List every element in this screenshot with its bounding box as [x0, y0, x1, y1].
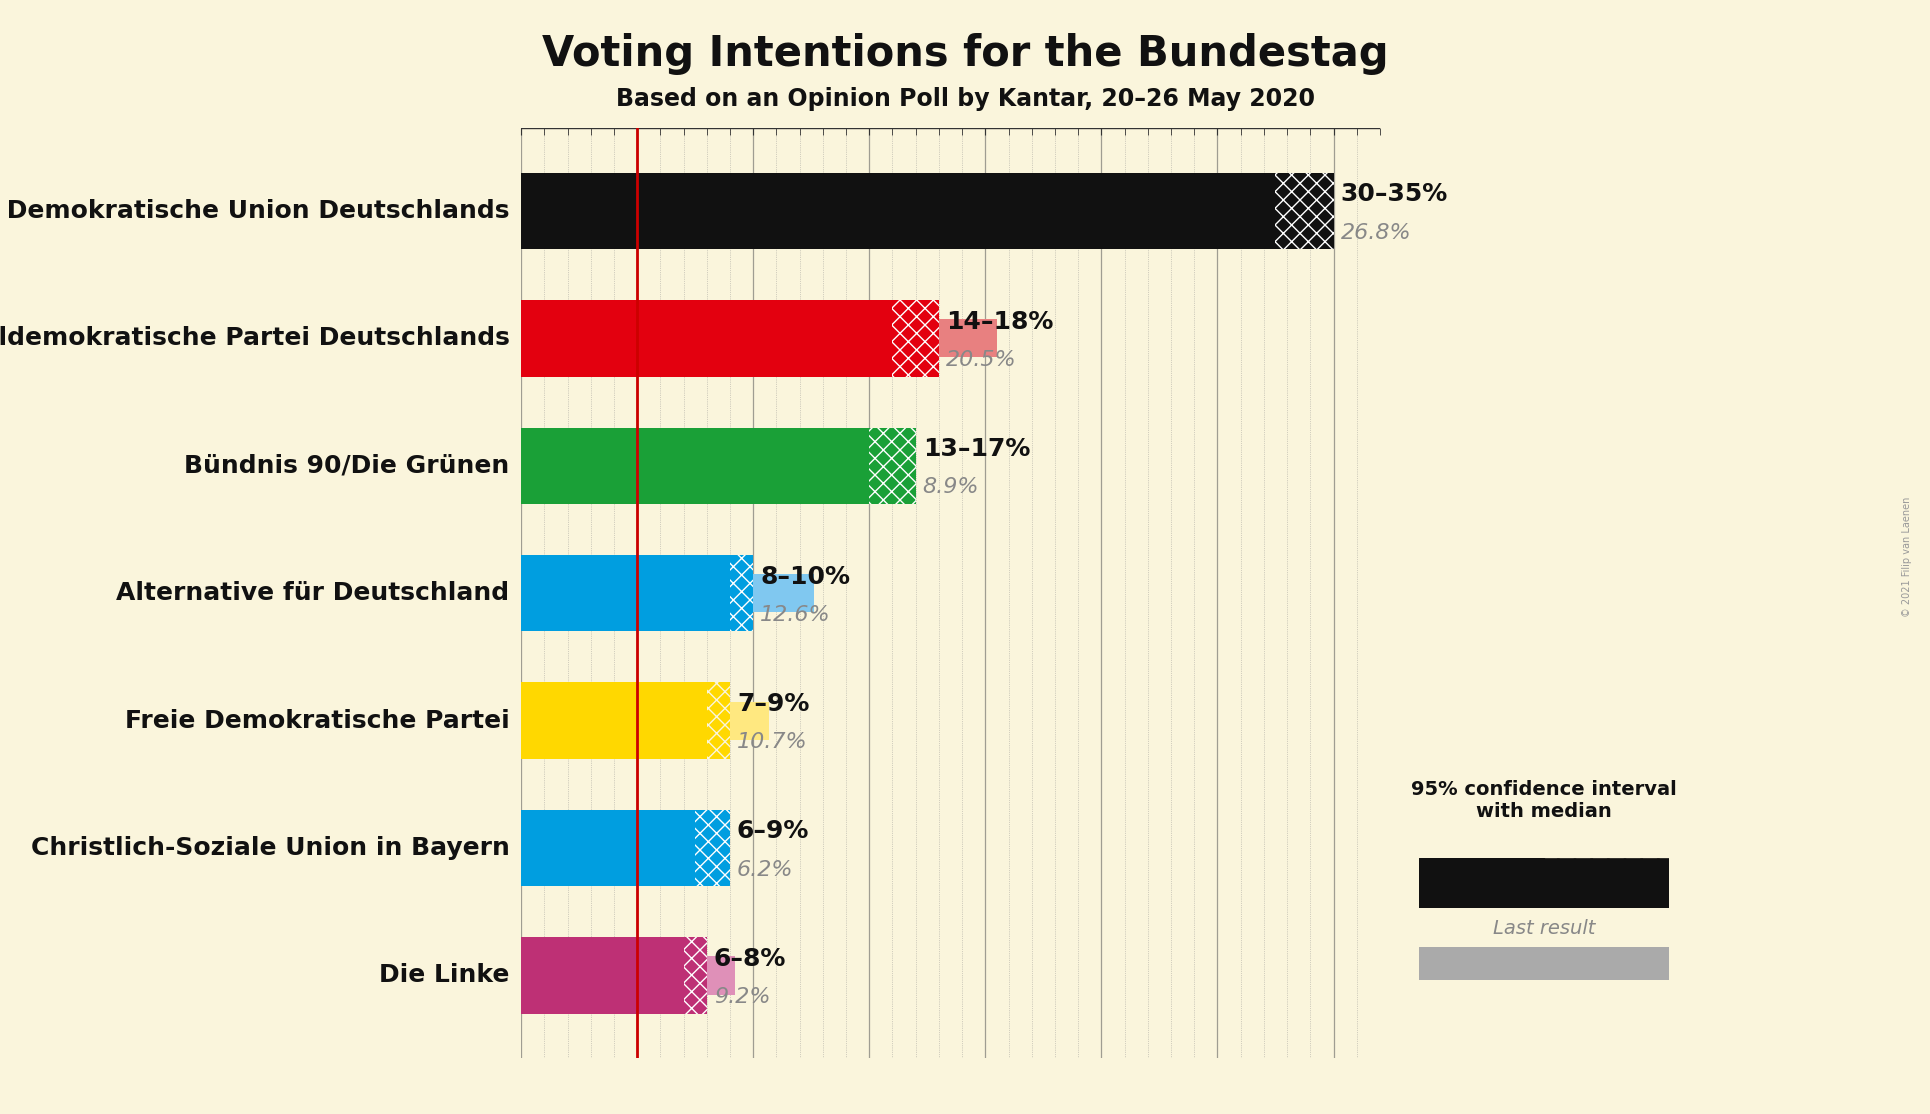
Text: 6.2%: 6.2%: [737, 860, 793, 880]
Bar: [730, 555, 753, 632]
Text: © 2021 Filip van Laenen: © 2021 Filip van Laenen: [1901, 497, 1913, 617]
Text: Christlich-Soziale Union in Bayern: Christlich-Soziale Union in Bayern: [31, 836, 510, 860]
Bar: [1276, 173, 1334, 250]
Bar: [521, 447, 728, 485]
Bar: [706, 683, 730, 759]
Text: 8–10%: 8–10%: [760, 565, 851, 588]
Bar: [683, 937, 706, 1014]
Bar: [521, 320, 998, 358]
Text: Freie Demokratische Partei: Freie Demokratische Partei: [125, 709, 510, 733]
Text: 8.9%: 8.9%: [923, 478, 979, 498]
Text: 95% confidence interval
with median: 95% confidence interval with median: [1411, 780, 1677, 821]
Text: 14–18%: 14–18%: [946, 310, 1054, 334]
Bar: [695, 810, 730, 887]
Text: Last result: Last result: [1492, 919, 1596, 938]
Bar: [521, 829, 666, 867]
Text: Alternative für Deutschland: Alternative für Deutschland: [116, 582, 510, 605]
Text: 26.8%: 26.8%: [1341, 223, 1411, 243]
Text: Sozialdemokratische Partei Deutschlands: Sozialdemokratische Partei Deutschlands: [0, 326, 510, 351]
Text: 30–35%: 30–35%: [1341, 183, 1448, 206]
Bar: [521, 937, 683, 1014]
Text: 7–9%: 7–9%: [737, 692, 809, 716]
Text: Based on an Opinion Poll by Kantar, 20–26 May 2020: Based on an Opinion Poll by Kantar, 20–2…: [616, 87, 1314, 111]
Bar: [521, 810, 695, 887]
Bar: [521, 300, 892, 377]
Text: Christlich Demokratische Union Deutschlands: Christlich Demokratische Union Deutschla…: [0, 199, 510, 223]
Bar: [521, 192, 1143, 231]
Text: 6–9%: 6–9%: [737, 820, 809, 843]
Text: 9.2%: 9.2%: [714, 987, 770, 1007]
Bar: [521, 173, 1276, 250]
Bar: [521, 574, 814, 613]
Text: Die Linke: Die Linke: [378, 964, 510, 987]
Text: Bündnis 90/Die Grünen: Bündnis 90/Die Grünen: [183, 453, 510, 478]
Bar: [1419, 858, 1544, 908]
Bar: [521, 702, 770, 740]
Bar: [521, 683, 706, 759]
Text: 10.7%: 10.7%: [737, 732, 807, 752]
Bar: [892, 300, 938, 377]
Text: 12.6%: 12.6%: [760, 605, 830, 625]
Bar: [521, 555, 730, 632]
Bar: [521, 956, 735, 995]
Text: 6–8%: 6–8%: [714, 947, 786, 971]
Text: Voting Intentions for the Bundestag: Voting Intentions for the Bundestag: [542, 33, 1388, 76]
Bar: [521, 428, 868, 504]
Bar: [1544, 858, 1669, 908]
Bar: [868, 428, 915, 504]
Text: 13–17%: 13–17%: [923, 437, 1031, 461]
Text: 20.5%: 20.5%: [946, 350, 1017, 370]
